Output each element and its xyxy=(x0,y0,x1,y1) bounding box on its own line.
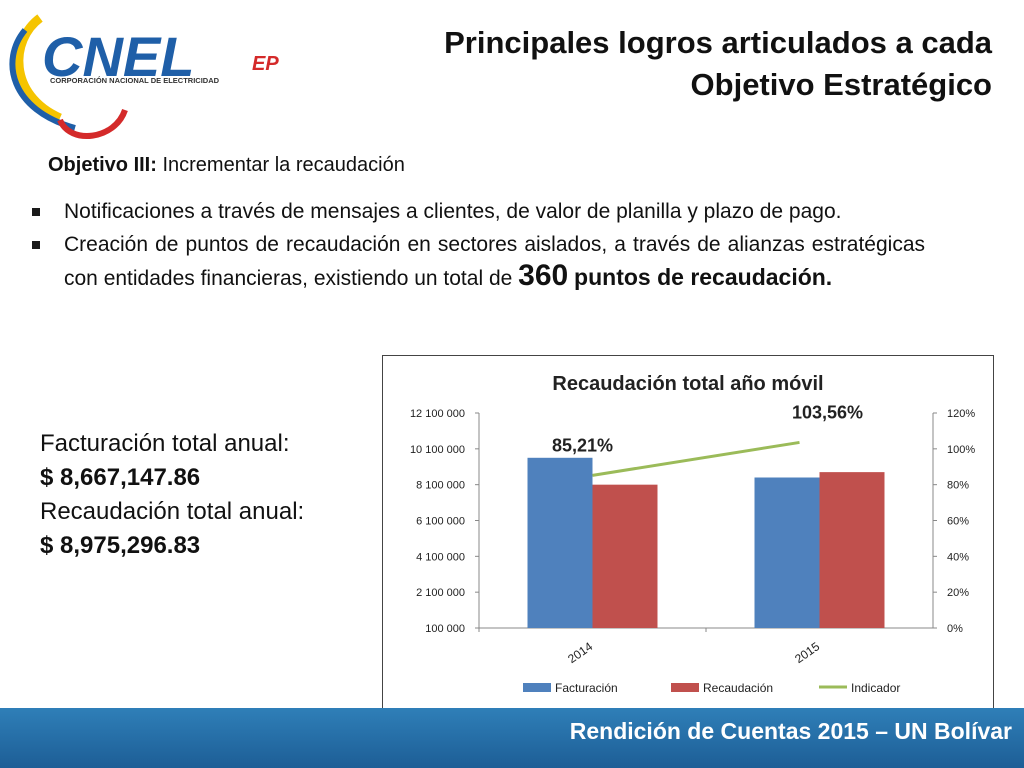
billing-label: Facturación total anual: xyxy=(40,430,290,457)
collection-chart: Recaudación total año móvil 100 000 2 100 … xyxy=(382,355,994,709)
chart-title: Recaudación total año móvil xyxy=(552,373,823,395)
bullet-item-2: Creación de puntos de recaudación en sec… xyxy=(30,229,925,294)
objective-text: Incrementar la recaudación xyxy=(156,154,405,176)
y2-tick-label: 100% xyxy=(947,444,975,456)
totals-panel: Facturación total anual: $ 8,667,147.86 … xyxy=(40,427,304,563)
x-tick-label: 2015 xyxy=(792,639,822,666)
y-tick-label: 6 100 000 xyxy=(416,516,465,528)
y-tick-label: 10 100 000 xyxy=(410,444,465,456)
bullet-2-number: 360 xyxy=(518,259,569,292)
collection-label: Recaudación total anual: xyxy=(40,498,305,525)
y-tick-label: 100 000 xyxy=(425,623,465,635)
bullet-square-icon xyxy=(32,241,40,249)
indicator-data-label: 85,21% xyxy=(552,435,613,455)
title-line-2: Objetivo Estratégico xyxy=(690,67,992,102)
legend-label: Facturación xyxy=(555,681,618,695)
bar-recaudación-2014 xyxy=(592,484,658,628)
y2-tick-label: 20% xyxy=(947,587,969,599)
legend-label: Indicador xyxy=(851,681,900,695)
bullet-2-bold: puntos de recaudación. xyxy=(574,264,833,290)
bullet-square-icon xyxy=(32,208,40,216)
billing-value: $ 8,667,147.86 xyxy=(40,464,201,491)
bullet-item-1: Notificaciones a través de mensajes a cl… xyxy=(30,196,925,227)
bullet-1-text: Notificaciones a través de mensajes a cl… xyxy=(64,200,842,223)
bar-recaudación-2015 xyxy=(819,472,885,628)
y-tick-label: 12 100 000 xyxy=(410,408,465,420)
y2-tick-label: 40% xyxy=(947,551,969,563)
collection-value: $ 8,975,296.83 xyxy=(40,532,201,559)
objective-label: Objetivo III: xyxy=(48,154,157,176)
y-tick-label: 2 100 000 xyxy=(416,587,465,599)
bullet-2-text: Creación de puntos de recaudación en sec… xyxy=(64,233,925,290)
logo-suffix: EP xyxy=(252,53,279,75)
logo-swoosh-red xyxy=(57,108,128,139)
y-tick-label: 8 100 000 xyxy=(416,480,465,492)
logo-subtitle: CORPORACIÓN NACIONAL DE ELECTRICIDAD xyxy=(50,76,220,85)
bullet-list: Notificaciones a través de mensajes a cl… xyxy=(30,196,925,296)
bar-facturación-2015 xyxy=(754,477,820,628)
legend-label: Recaudación xyxy=(703,681,773,695)
x-tick-label: 2014 xyxy=(565,639,595,666)
y2-tick-label: 120% xyxy=(947,408,975,420)
footer-text: Rendición de Cuentas 2015 – UN Bolívar xyxy=(569,718,1012,744)
logo-swoosh-blue xyxy=(9,28,76,131)
footer-bar: Rendición de Cuentas 2015 – UN Bolívar xyxy=(0,708,1024,768)
indicator-line xyxy=(592,440,800,477)
logo-brand: CNEL xyxy=(42,25,194,88)
chart-canvas: Recaudación total año móvil 100 000 2 100 … xyxy=(410,373,975,695)
y2-tick-label: 60% xyxy=(947,516,969,528)
bar-facturación-2014 xyxy=(527,457,593,628)
legend-swatch-recaudación xyxy=(671,683,699,692)
y-tick-label: 4 100 000 xyxy=(416,551,465,563)
title-line-1: Principales logros articulados a cada xyxy=(444,25,992,60)
y2-tick-label: 80% xyxy=(947,480,969,492)
cnel-logo: CNEL EP CORPORACIÓN NACIONAL DE ELECTRIC… xyxy=(9,14,279,139)
legend-swatch-facturación xyxy=(523,683,551,692)
objective-heading: Objetivo III: Incrementar la recaudación xyxy=(48,154,405,177)
indicator-data-label: 103,56% xyxy=(792,402,863,422)
logo-swoosh-yellow xyxy=(14,14,62,123)
y2-tick-label: 0% xyxy=(947,623,963,635)
slide-title: Principales logros articulados a cada Ob… xyxy=(352,22,992,106)
